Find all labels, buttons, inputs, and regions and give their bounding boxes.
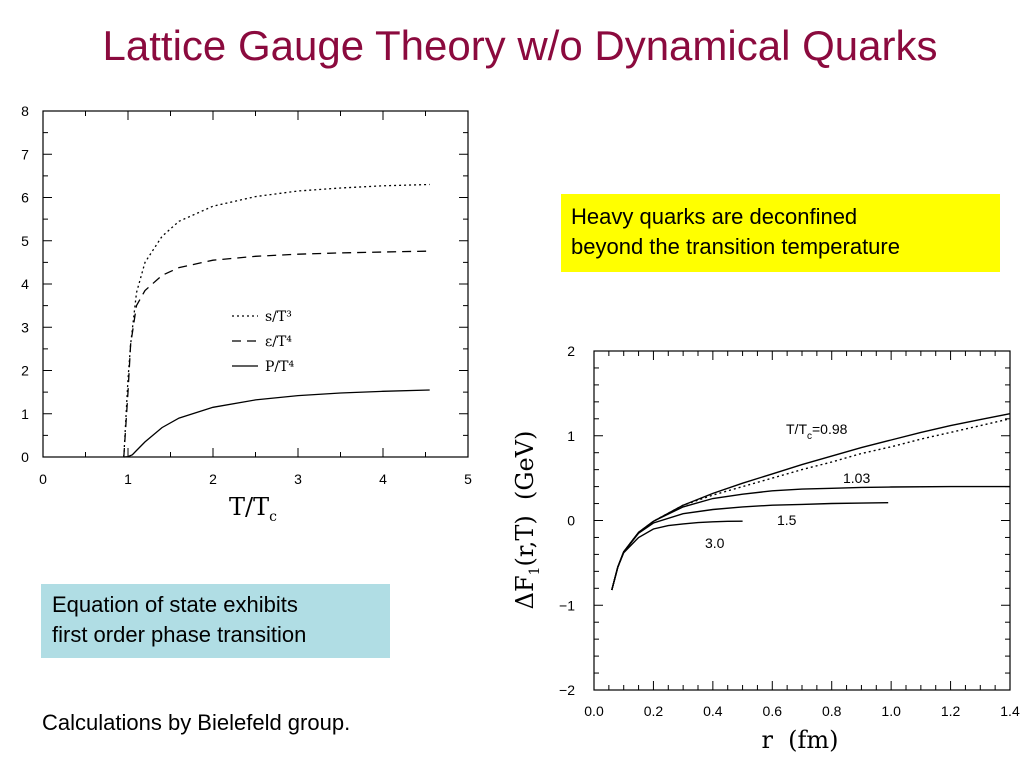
free-energy-x-tick-label: 0.2 [644, 703, 664, 719]
curve-label-main: T/T [786, 421, 807, 437]
free-energy-curve-label-3: 1.5 [777, 512, 797, 528]
eos-y-tick-label: 4 [21, 276, 29, 292]
free-energy-y-tick-label: 2 [567, 343, 575, 359]
eos-y-tick-label: 7 [21, 146, 29, 162]
free-energy-curve-label-4: 3.0 [705, 535, 725, 551]
eos-y-tick-label: 1 [21, 406, 29, 422]
free-energy-series-line-2 [611, 485, 1010, 591]
free-energy-series-line-4 [611, 520, 743, 591]
eos-x-tick-label: 2 [209, 471, 217, 487]
free-energy-x-tick-label: 0.4 [703, 703, 723, 719]
free-energy-x-axis-title: r (fm) [761, 726, 838, 754]
free-energy-x-tick-label: 1.2 [941, 703, 961, 719]
free-energy-x-tick-label: 1.4 [1000, 703, 1020, 719]
free-energy-x-tick-label: 1.0 [881, 703, 901, 719]
curve-label-main: 3.0 [705, 535, 725, 551]
free-energy-y-axis-main: ΔF [511, 575, 539, 609]
free-energy-x-tick-label: 0.6 [763, 703, 783, 719]
free-energy-y-tick-label: −1 [559, 597, 575, 613]
free-energy-curve-label-0: T/Tc=0.98 [786, 421, 848, 442]
free-energy-plot-frame [593, 350, 1011, 691]
free-energy-y-axis-subscript: 1 [527, 566, 543, 575]
eos-x-tick-label: 0 [39, 471, 47, 487]
credit-note: Calculations by Bielefeld group. [42, 710, 351, 735]
eos-y-tick-label: 6 [21, 190, 29, 206]
eos-y-tick-label: 8 [21, 103, 29, 119]
eos-legend-label-0: s/T³ [265, 309, 292, 325]
deconfinement-callout-line-2: beyond the transition temperature [571, 234, 900, 259]
slide-title: Lattice Gauge Theory w/o Dynamical Quark… [102, 22, 938, 69]
free-energy-x-tick-label: 0.8 [822, 703, 842, 719]
curve-label-main: 1.5 [777, 512, 797, 528]
free-energy-series-line-3 [611, 502, 889, 591]
eos-legend-label-1: ε/T⁴ [265, 334, 292, 350]
curve-label-main: 1.03 [843, 470, 870, 486]
eos-x-tick-label: 5 [464, 471, 472, 487]
eos-x-axis-subscript: c [269, 509, 277, 525]
eos-x-tick-label: 3 [294, 471, 302, 487]
eos-y-tick-label: 2 [21, 363, 29, 379]
curve-label-rest: =0.98 [812, 421, 848, 437]
eos-series-line-2 [123, 389, 430, 458]
eos-callout-line-1: Equation of state exhibits [52, 592, 298, 617]
eos-x-axis-title: T/Tc [229, 493, 277, 525]
eos-legend-label-2: P/T⁴ [265, 359, 294, 375]
eos-series-line-0 [123, 183, 430, 458]
eos-y-tick-label: 5 [21, 233, 29, 249]
eos-series-line-1 [123, 250, 430, 458]
eos-y-tick-label: 0 [21, 449, 29, 465]
free-energy-curve-label-2: 1.03 [843, 470, 870, 486]
deconfinement-callout: Heavy quarks are deconfined beyond the t… [561, 194, 1000, 272]
free-energy-series-line-0 [611, 413, 1011, 591]
curve-label-subscript: c [807, 431, 812, 442]
eos-plot-frame [42, 110, 469, 458]
eos-y-tick-label: 3 [21, 319, 29, 335]
free-energy-series-line-1 [611, 418, 1011, 591]
free-energy-y-tick-label: 1 [567, 428, 575, 444]
free-energy-x-tick-label: 0.0 [584, 703, 604, 719]
free-energy-y-axis-rest: (r,T) (GeV) [511, 431, 539, 567]
free-energy-y-axis-title: ΔF1(r,T) (GeV) [511, 431, 543, 610]
eos-x-tick-label: 4 [379, 471, 387, 487]
free-energy-y-tick-label: −2 [559, 682, 575, 698]
free-energy-y-tick-label: 0 [567, 513, 575, 529]
eos-callout-line-2: first order phase transition [52, 622, 307, 647]
equation-of-state-callout: Equation of state exhibits first order p… [41, 584, 390, 658]
deconfinement-callout-line-1: Heavy quarks are deconfined [571, 204, 858, 229]
eos-x-tick-label: 1 [124, 471, 132, 487]
